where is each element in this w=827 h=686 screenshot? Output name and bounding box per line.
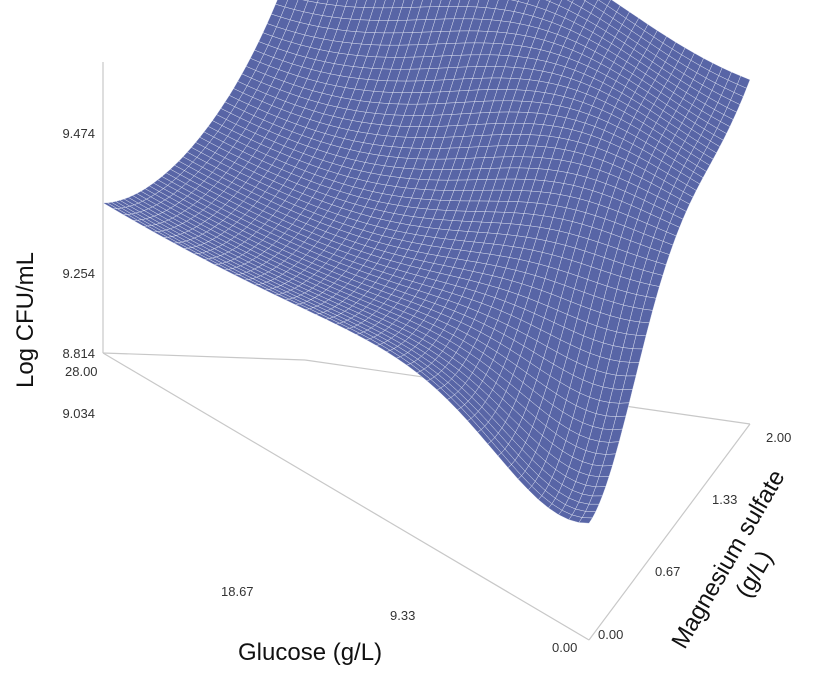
magnesium-axis-line xyxy=(588,423,751,641)
surface-mesh xyxy=(102,0,751,524)
surface-cell xyxy=(578,517,593,524)
z-tick-label: 9.474 xyxy=(62,126,95,141)
glucose-axis-title: Glucose (g/L) xyxy=(238,639,382,666)
magnesium-tick-label: 0.00 xyxy=(598,627,623,642)
glucose-axis-line xyxy=(102,352,590,641)
glucose-tick-label: 18.67 xyxy=(221,584,254,599)
magnesium-axis-title: Magnesium sulfate(g/L) xyxy=(666,465,816,668)
glucose-tick-label: 9.33 xyxy=(390,608,415,623)
z-tick-label: 9.254 xyxy=(62,266,95,281)
magnesium-tick-label: 1.33 xyxy=(712,492,737,507)
glucose-tick-labels: 28.00 18.67 9.33 0.00 xyxy=(65,364,577,655)
magnesium-tick-label: 2.00 xyxy=(766,430,791,445)
z-tick-label: 8.814 xyxy=(62,346,95,361)
z-tick-label: 9.034 xyxy=(62,406,95,421)
z-tick-labels: 8.814 9.034 9.254 9.474 xyxy=(62,126,95,421)
glucose-tick-label: 0.00 xyxy=(552,640,577,655)
z-axis-title: Log CFU/mL xyxy=(12,252,39,388)
glucose-tick-label: 28.00 xyxy=(65,364,98,379)
magnesium-tick-labels: 0.00 0.67 1.33 2.00 xyxy=(598,430,791,642)
magnesium-tick-label: 0.67 xyxy=(655,564,680,579)
floor-back-edge xyxy=(102,352,306,361)
